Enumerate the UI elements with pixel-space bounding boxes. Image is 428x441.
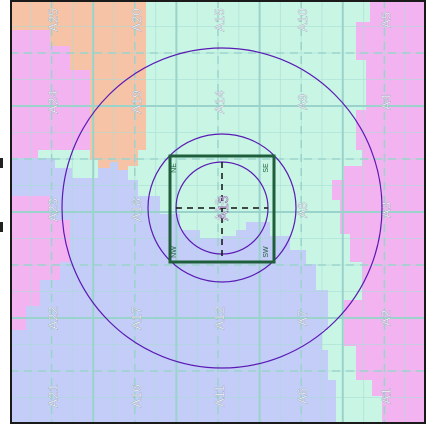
cell-label: A5 bbox=[378, 12, 393, 28]
cell-label: A20 bbox=[129, 8, 144, 31]
cell-label: A4 bbox=[378, 94, 393, 110]
cell-label: A19 bbox=[129, 90, 144, 113]
corner-label: SW bbox=[263, 246, 270, 258]
cell-label: A14 bbox=[212, 90, 227, 113]
cell-label: A1 bbox=[378, 388, 393, 404]
cell-label: A2 bbox=[378, 310, 393, 326]
selection-rect[interactable] bbox=[168, 154, 276, 264]
corner-label: SE bbox=[263, 163, 270, 173]
range-ring-middle bbox=[147, 133, 297, 283]
cell-label: A8 bbox=[295, 202, 310, 218]
map-border bbox=[10, 0, 426, 424]
cell-label: A23 bbox=[46, 198, 61, 221]
cell-label: A3 bbox=[378, 202, 393, 218]
cell-label: A22 bbox=[46, 306, 61, 329]
region-pink-west bbox=[10, 30, 90, 158]
cell-label: A18 bbox=[129, 198, 144, 221]
cell-label: A6 bbox=[295, 388, 310, 404]
cell-label: A13 bbox=[212, 198, 227, 221]
cell-label: A12 bbox=[212, 306, 227, 329]
corner-label: NE bbox=[171, 163, 178, 173]
left-axis-tick-upper bbox=[0, 158, 3, 168]
cell-label: A15 bbox=[212, 8, 227, 31]
left-axis-tick-lower bbox=[0, 222, 3, 232]
range-ring-outer bbox=[61, 47, 383, 369]
cell-label: A7 bbox=[295, 310, 310, 326]
cell-label: A21 bbox=[46, 384, 61, 407]
cell-labels: A25 A24 A23 A22 A21 A20 A19 A18 A17 A16 A15 A14 A13 A… bbox=[45, 8, 393, 408]
cell-label: A9 bbox=[295, 94, 310, 110]
region-orange bbox=[10, 0, 146, 170]
region-pink-southwest bbox=[10, 196, 70, 330]
cell-label: A17 bbox=[129, 306, 144, 329]
cell-label: A11 bbox=[212, 385, 227, 407]
cell-label: A16 bbox=[129, 384, 144, 407]
cell-label: A10 bbox=[295, 8, 310, 31]
map-canvas[interactable]: A25 A24 A23 A22 A21 A20 A19 A18 A17 A16 A15 A14 A13 A… bbox=[10, 0, 426, 424]
cell-grid-map[interactable]: A25 A24 A23 A22 A21 A20 A19 A18 A17 A16 A15 A14 A13 A… bbox=[10, 0, 426, 424]
selected-cell-box[interactable]: NE SE NW SW A13 bbox=[168, 154, 276, 264]
cell-label: A24 bbox=[46, 90, 61, 113]
selected-cell-label: A13 bbox=[215, 195, 231, 220]
corner-label: NW bbox=[171, 246, 178, 258]
region-lavender bbox=[10, 150, 336, 424]
cell-label: A25 bbox=[46, 8, 61, 31]
